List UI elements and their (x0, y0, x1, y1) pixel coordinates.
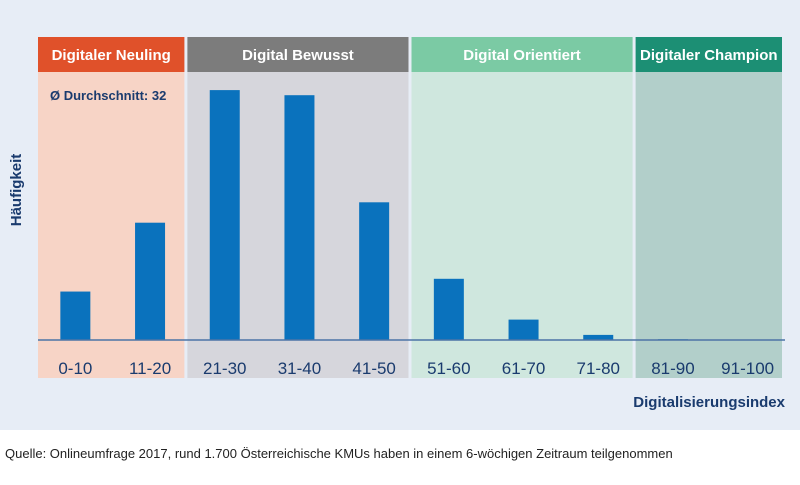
x-tick-label: 71-80 (577, 359, 620, 378)
source-footnote: Quelle: Onlineumfrage 2017, rund 1.700 Ö… (5, 446, 673, 461)
bar (284, 95, 315, 340)
bar (359, 202, 390, 340)
x-tick-label: 61-70 (502, 359, 545, 378)
x-tick-label: 0-10 (58, 359, 92, 378)
segment-header (187, 37, 409, 72)
segment-header (635, 37, 782, 72)
bar (508, 319, 539, 340)
x-tick-label: 31-40 (278, 359, 321, 378)
bar (583, 334, 614, 340)
segment-header-label: Digital Bewusst (242, 47, 354, 64)
bars-group (60, 90, 688, 340)
y-axis-label: Häufigkeit (8, 154, 25, 227)
average-annotation: Ø Durchschnitt: 32 (50, 88, 166, 103)
segment-band (635, 72, 782, 378)
x-tick-label: 91-100 (721, 359, 774, 378)
x-tick-label: 81-90 (651, 359, 694, 378)
segment-header-label: Digitaler Neuling (52, 47, 171, 64)
bar (433, 278, 464, 340)
bar (209, 90, 240, 340)
segment-headers: Digitaler Neuling Digital Bewusst Digital … (38, 37, 782, 72)
bar (60, 291, 91, 340)
segment-header-label: Digital Orientiert (463, 47, 581, 64)
segment-header (411, 37, 633, 72)
x-tick-label: 21-30 (203, 359, 246, 378)
x-tick-labels: 0-10 11-20 21-30 31-40 41-50 51-60 61-70 71-80 8… (58, 359, 774, 378)
bar (135, 222, 166, 340)
x-tick-label: 51-60 (427, 359, 470, 378)
x-tick-label: 41-50 (352, 359, 395, 378)
segment-header-label: Digitaler Champion (640, 47, 778, 64)
x-tick-label: 11-20 (129, 359, 171, 378)
segment-header (38, 37, 185, 72)
x-axis-label: Digitalisierungsindex (633, 394, 785, 411)
